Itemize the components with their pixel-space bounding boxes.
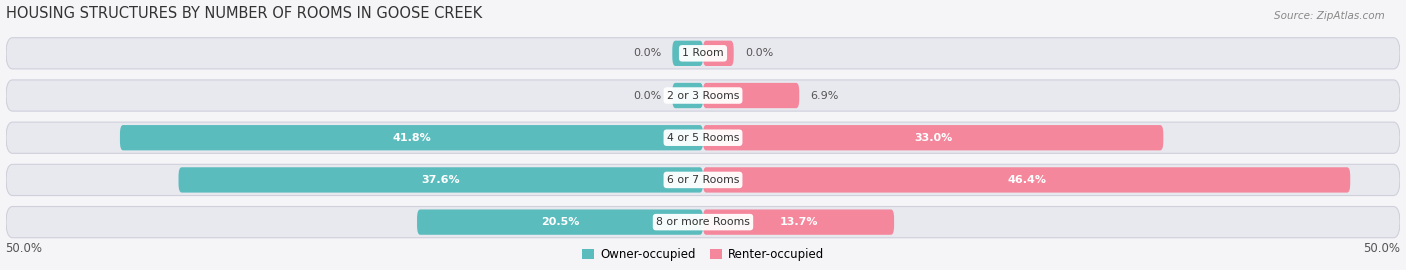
FancyBboxPatch shape [6, 38, 1400, 69]
Text: 41.8%: 41.8% [392, 133, 430, 143]
Text: 46.4%: 46.4% [1007, 175, 1046, 185]
Text: 33.0%: 33.0% [914, 133, 952, 143]
Text: 20.5%: 20.5% [541, 217, 579, 227]
Text: 50.0%: 50.0% [1364, 242, 1400, 255]
FancyBboxPatch shape [672, 41, 703, 66]
FancyBboxPatch shape [703, 41, 734, 66]
Text: 50.0%: 50.0% [6, 242, 42, 255]
FancyBboxPatch shape [120, 125, 703, 150]
FancyBboxPatch shape [6, 164, 1400, 195]
FancyBboxPatch shape [6, 80, 1400, 111]
Legend: Owner-occupied, Renter-occupied: Owner-occupied, Renter-occupied [578, 244, 828, 266]
Text: 0.0%: 0.0% [633, 90, 661, 100]
Text: 1 Room: 1 Room [682, 48, 724, 58]
FancyBboxPatch shape [179, 167, 703, 193]
FancyBboxPatch shape [703, 83, 799, 108]
Text: 13.7%: 13.7% [779, 217, 818, 227]
Text: 8 or more Rooms: 8 or more Rooms [657, 217, 749, 227]
Text: 37.6%: 37.6% [422, 175, 460, 185]
FancyBboxPatch shape [703, 210, 894, 235]
Text: Source: ZipAtlas.com: Source: ZipAtlas.com [1274, 11, 1385, 21]
Text: 6.9%: 6.9% [810, 90, 839, 100]
Text: 2 or 3 Rooms: 2 or 3 Rooms [666, 90, 740, 100]
FancyBboxPatch shape [418, 210, 703, 235]
Text: HOUSING STRUCTURES BY NUMBER OF ROOMS IN GOOSE CREEK: HOUSING STRUCTURES BY NUMBER OF ROOMS IN… [6, 6, 482, 21]
Text: 6 or 7 Rooms: 6 or 7 Rooms [666, 175, 740, 185]
FancyBboxPatch shape [6, 207, 1400, 238]
FancyBboxPatch shape [6, 122, 1400, 153]
Text: 0.0%: 0.0% [745, 48, 773, 58]
Text: 4 or 5 Rooms: 4 or 5 Rooms [666, 133, 740, 143]
Text: 0.0%: 0.0% [633, 48, 661, 58]
FancyBboxPatch shape [703, 125, 1163, 150]
FancyBboxPatch shape [703, 167, 1350, 193]
FancyBboxPatch shape [672, 83, 703, 108]
